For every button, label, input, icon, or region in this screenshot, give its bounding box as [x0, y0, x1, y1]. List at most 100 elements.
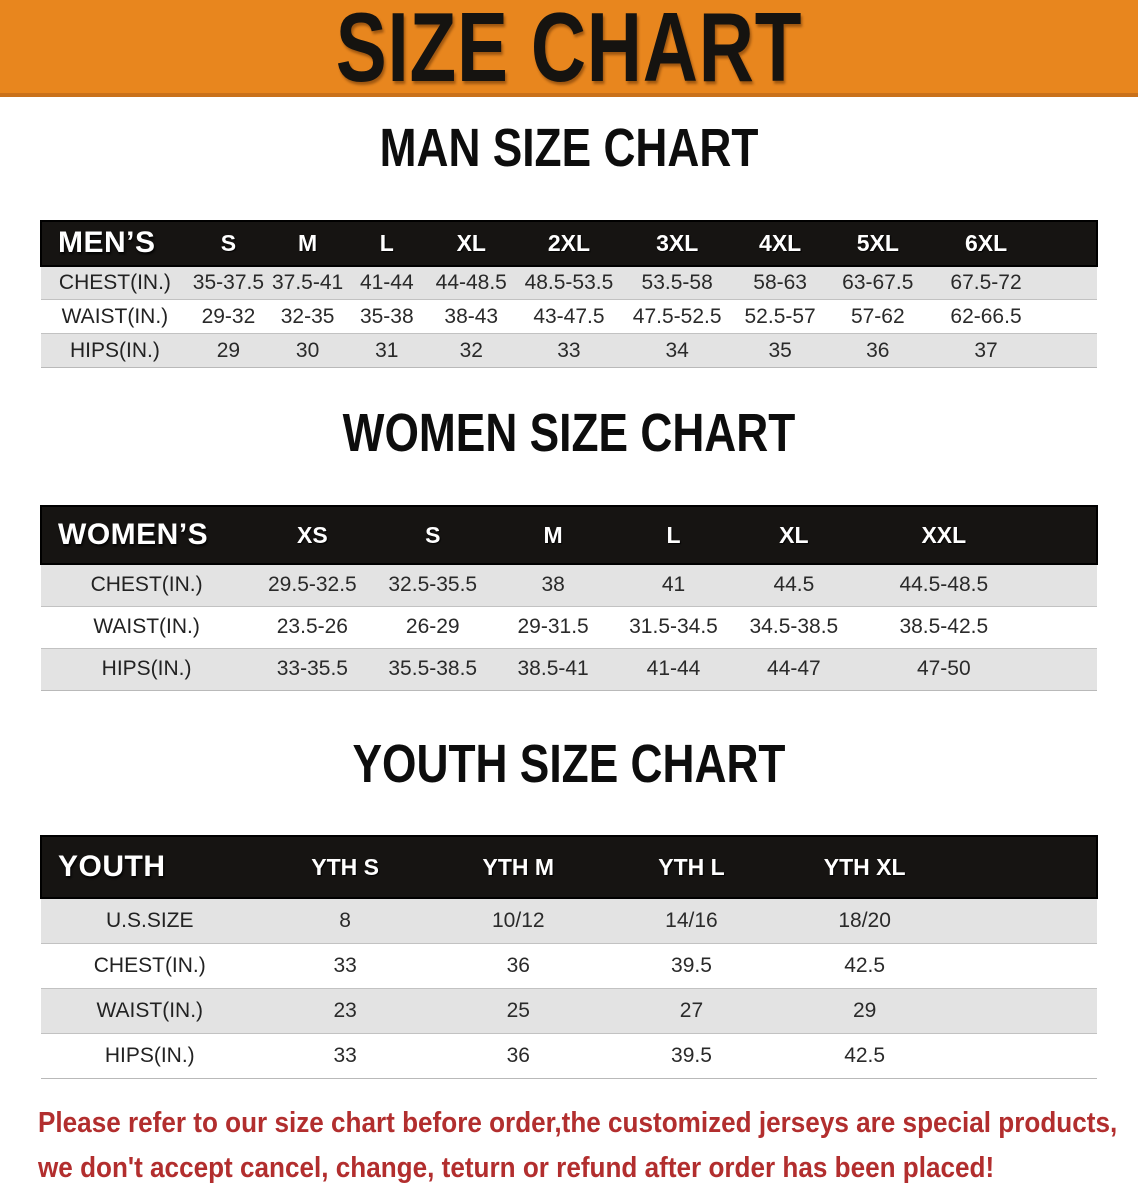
size-col-header: XS	[297, 521, 328, 548]
size-value: 35	[768, 338, 792, 362]
size-col-header: L	[379, 229, 394, 256]
youth-header-row: YOUTH YTH S YTH M YTH L YTH XL	[41, 836, 1097, 899]
size-value: 38-43	[444, 304, 499, 328]
size-value: 23	[333, 998, 357, 1022]
size-value: 33	[557, 338, 581, 362]
row-label: WAIST(IN.)	[96, 998, 204, 1022]
size-value: 44-47	[767, 657, 821, 681]
size-value: 39.5	[671, 953, 712, 977]
size-value: 44.5	[773, 573, 815, 597]
row-label: HIPS(IN.)	[101, 657, 192, 681]
table-row: CHEST(IN.) 35-37.5 37.5-41 41-44 44-48.5…	[41, 265, 1097, 300]
size-value: 34.5-38.5	[749, 615, 839, 639]
size-value: 44-48.5	[435, 271, 507, 295]
size-col-header: M	[298, 229, 318, 256]
table-row: U.S.SIZE 8 10/12 14/16 18/20	[41, 898, 1097, 944]
size-value: 8	[339, 909, 351, 933]
size-value: 38.5-42.5	[899, 615, 989, 639]
size-col-header: XL	[779, 521, 809, 548]
size-col-header: YTH L	[658, 853, 725, 880]
table-row: WAIST(IN.) 23 25 27 29	[41, 988, 1097, 1034]
size-value: 38.5-41	[517, 657, 589, 681]
size-value: 42.5	[844, 1043, 886, 1067]
spacer-cell	[951, 943, 1097, 988]
size-value: 62-66.5	[950, 304, 1022, 328]
size-value: 42.5	[844, 953, 886, 977]
spacer-cell	[1034, 564, 1097, 606]
size-value: 34	[665, 338, 689, 362]
table-row: HIPS(IN.) 29 30 31 32 33 34 35 36 37	[41, 333, 1097, 368]
table-row: WAIST(IN.) 23.5-26 26-29 29-31.5 31.5-34…	[41, 606, 1097, 649]
size-value: 14/16	[665, 909, 718, 933]
size-value: 44.5-48.5	[899, 573, 989, 597]
spacer-cell	[951, 988, 1097, 1033]
disclaimer: Please refer to our size chart before or…	[38, 1101, 1118, 1191]
size-value: 41-44	[646, 657, 701, 681]
size-value: 67.5-72	[950, 271, 1022, 295]
size-value: 53.5-58	[641, 271, 713, 295]
size-value: 41-44	[359, 271, 414, 295]
spacer-cell	[1044, 300, 1097, 334]
size-value: 35.5-38.5	[388, 657, 478, 681]
disclaimer-line-2: we don't accept cancel, change, teturn o…	[38, 1151, 995, 1184]
size-value: 52.5-57	[744, 304, 816, 328]
women-table-title: WOMEN’S	[58, 518, 209, 552]
size-value: 41	[661, 573, 686, 597]
size-value: 57-62	[850, 304, 905, 328]
women-size-table: WOMEN’S XS S M L XL XXL CHEST(IN.) 29.5-…	[40, 505, 1098, 691]
women-section-heading-text: WOMEN SIZE CHART	[342, 403, 796, 464]
table-row: HIPS(IN.) 33 36 39.5 42.5	[41, 1033, 1097, 1079]
spacer-cell	[1034, 648, 1097, 690]
size-value: 18/20	[838, 909, 891, 933]
size-value: 37.5-41	[271, 271, 344, 295]
size-col-header: YTH XL	[823, 853, 906, 880]
table-row: WAIST(IN.) 29-32 32-35 35-38 38-43 43-47…	[41, 299, 1097, 334]
table-row: CHEST(IN.) 29.5-32.5 32.5-35.5 38 41 44.…	[41, 564, 1097, 607]
size-value: 47.5-52.5	[632, 304, 722, 328]
men-section-heading-text: MAN SIZE CHART	[379, 118, 759, 178]
size-value: 35-37.5	[192, 271, 265, 295]
women-header-row: WOMEN’S XS S M L XL XXL	[41, 506, 1097, 565]
size-value: 31.5-34.5	[629, 615, 718, 639]
men-header-row: MEN’S S M L XL 2XL 3XL 4XL 5XL 6XL	[41, 220, 1097, 266]
size-value: 29	[852, 998, 877, 1022]
size-value: 39.5	[671, 1043, 712, 1067]
size-value: 29.5-32.5	[268, 573, 357, 597]
size-value: 33-35.5	[276, 657, 348, 681]
disclaimer-line-1: Please refer to our size chart before or…	[38, 1106, 1118, 1139]
spacer-cell	[1044, 334, 1097, 368]
size-value: 43-47.5	[533, 304, 605, 328]
size-col-header: 3XL	[656, 229, 699, 256]
size-value: 36	[866, 338, 890, 362]
size-value: 37	[974, 338, 998, 362]
size-col-header: 2XL	[547, 229, 591, 256]
row-label: WAIST(IN.)	[61, 304, 169, 328]
size-col-header: S	[220, 229, 237, 256]
row-label: CHEST(IN.)	[90, 573, 203, 597]
spacer-cell	[1034, 506, 1097, 564]
size-value: 27	[679, 998, 704, 1022]
men-table-title: MEN’S	[58, 226, 156, 260]
size-col-header: YTH M	[482, 853, 555, 880]
size-value: 23.5-26	[276, 615, 348, 639]
row-label: WAIST(IN.)	[93, 615, 200, 639]
size-col-header: 4XL	[759, 229, 802, 256]
spacer-cell	[1044, 221, 1097, 266]
youth-size-table: YOUTH YTH S YTH M YTH L YTH XL U.S.SIZE …	[40, 835, 1098, 1079]
size-value: 35-38	[359, 304, 414, 328]
size-value: 29-31.5	[517, 615, 589, 639]
size-value: 29-32	[201, 304, 256, 328]
table-row: HIPS(IN.) 33-35.5 35.5-38.5 38.5-41 41-4…	[41, 648, 1097, 691]
spacer-cell	[951, 898, 1097, 943]
youth-table-title: YOUTH	[58, 850, 166, 884]
size-value: 48.5-53.5	[524, 271, 614, 295]
size-value: 58-63	[753, 271, 807, 295]
size-value: 63-67.5	[842, 271, 914, 295]
size-value: 25	[506, 998, 530, 1022]
size-value: 31	[375, 338, 399, 362]
size-value: 30	[295, 338, 320, 362]
size-col-header: 6XL	[964, 229, 1008, 256]
spacer-cell	[1044, 266, 1097, 300]
size-col-header: L	[666, 521, 681, 548]
spacer-cell	[1034, 606, 1097, 648]
